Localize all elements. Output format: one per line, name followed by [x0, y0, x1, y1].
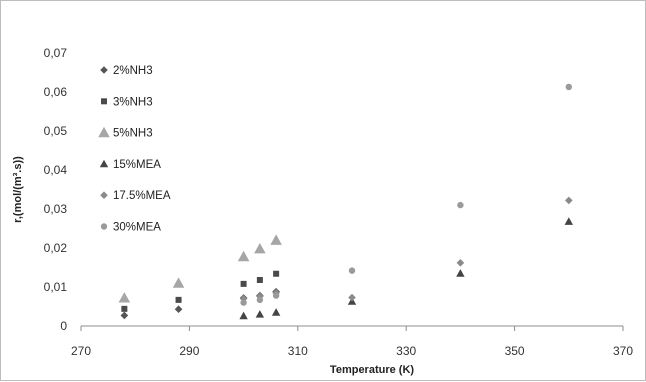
data-point	[237, 250, 250, 262]
data-point	[256, 276, 263, 283]
data-point	[348, 293, 356, 302]
data-point	[254, 243, 266, 254]
y-tick-label: 0,03	[44, 202, 68, 216]
y-tick-label: 0,02	[44, 241, 68, 255]
data-point	[121, 305, 128, 312]
legend-label: 3%NH3	[113, 96, 153, 108]
y-tick-label: 0,01	[44, 280, 68, 294]
legend-marker	[100, 223, 108, 230]
data-point	[240, 299, 247, 306]
y-tick-label: 0,04	[44, 163, 68, 177]
legend-marker	[101, 98, 107, 105]
data-point	[273, 270, 280, 277]
data-point	[272, 292, 280, 299]
legend-label: 2%NH3	[113, 65, 153, 77]
data-point	[175, 296, 182, 303]
legend: 2%NH3 3%NH3 5%NH3 15%MEA 17.5%MEA 30%MEA	[98, 65, 171, 234]
data-point	[270, 234, 282, 245]
data-point	[565, 196, 573, 205]
legend-marker	[98, 126, 110, 138]
x-tick-labels: 270 290 310 330 350 370	[71, 344, 633, 358]
x-tick-label: 370	[613, 344, 633, 358]
data-point	[255, 310, 265, 318]
data-point	[239, 311, 248, 320]
data-point	[240, 280, 247, 287]
x-axis-title: Temperature (K)	[330, 364, 414, 376]
data-point	[256, 292, 264, 301]
y-tick-labels: 0 0,01 0,02 0,03 0,04 0,05 0,06 0,07	[44, 46, 68, 333]
legend-marker	[99, 159, 109, 168]
data-point	[271, 308, 281, 316]
data-point	[172, 277, 185, 288]
legend-marker	[100, 191, 108, 199]
data-point	[348, 267, 356, 274]
legend-label: 15%MEA	[113, 159, 161, 171]
x-tick-label: 330	[396, 344, 416, 358]
y-tick-label: 0,07	[44, 46, 68, 60]
data-point	[457, 201, 464, 209]
data-point	[565, 83, 572, 91]
legend-label: 30%MEA	[113, 222, 161, 234]
y-tick-label: 0	[60, 319, 67, 333]
legend-marker	[100, 66, 108, 74]
x-tick-label: 290	[179, 344, 199, 358]
data-points	[118, 83, 573, 320]
data-point	[256, 296, 264, 304]
y-tick-label: 0,05	[44, 124, 68, 138]
x-tick-label: 310	[288, 344, 308, 358]
data-point	[120, 311, 129, 320]
data-point	[456, 259, 465, 267]
data-point	[564, 217, 573, 225]
legend-label: 17.5%MEA	[113, 190, 171, 202]
data-point	[118, 292, 131, 303]
data-point	[174, 305, 183, 314]
x-tick-label: 270	[71, 344, 91, 358]
legend-label: 5%NH3	[113, 128, 153, 140]
y-tick-label: 0,06	[44, 85, 68, 99]
x-tick-label: 350	[505, 344, 525, 358]
data-point	[456, 269, 465, 277]
y-axis-title: r,(mol/(m³.s))	[12, 156, 24, 223]
x-tick-marks	[80, 326, 624, 331]
